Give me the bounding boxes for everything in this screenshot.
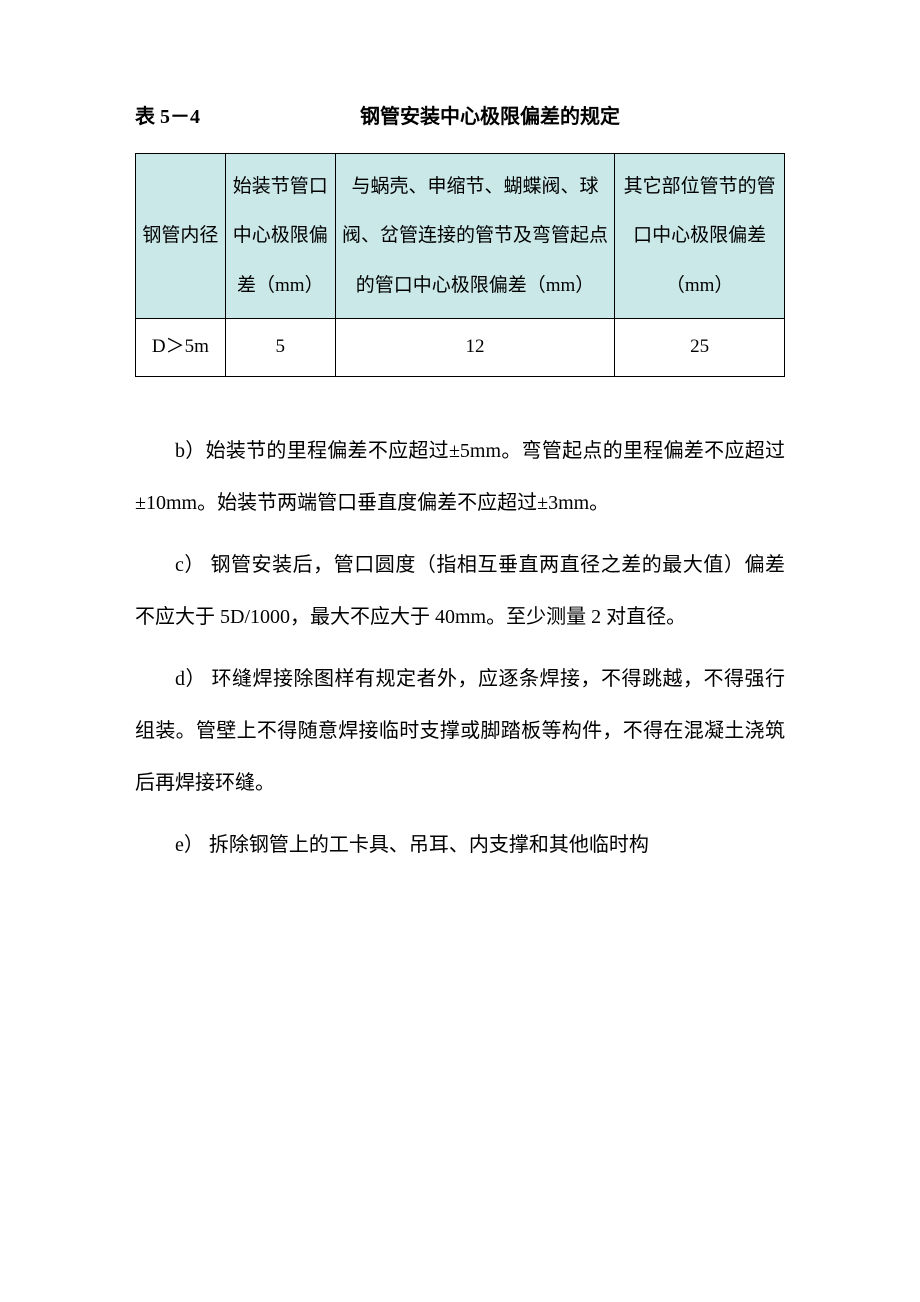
- table-heading: 表 5－4 钢管安装中心极限偏差的规定: [135, 100, 785, 129]
- cell-0-3: 25: [615, 319, 785, 377]
- cell-0-1: 5: [225, 319, 335, 377]
- table-row: D＞5m 5 12 25: [136, 319, 785, 377]
- paragraph-e: e） 拆除钢管上的工卡具、吊耳、内支撑和其他临时构: [135, 819, 785, 871]
- col-header-4: 其它部位管节的管口中心极限偏差（mm）: [615, 154, 785, 319]
- table-number: 表 5－4: [135, 100, 200, 129]
- cell-0-2: 12: [335, 319, 614, 377]
- deviation-table: 钢管内径 始装节管口中心极限偏差（mm） 与蜗壳、申缩节、蝴蝶阀、球阀、岔管连接…: [135, 153, 785, 377]
- paragraph-b: b）始装节的里程偏差不应超过±5mm。弯管起点的里程偏差不应超过±10mm。始装…: [135, 425, 785, 529]
- paragraph-d: d） 环缝焊接除图样有规定者外，应逐条焊接，不得跳越，不得强行组装。管壁上不得随…: [135, 653, 785, 809]
- cell-0-0: D＞5m: [136, 319, 226, 377]
- col-header-1: 钢管内径: [136, 154, 226, 319]
- table-header-row: 钢管内径 始装节管口中心极限偏差（mm） 与蜗壳、申缩节、蝴蝶阀、球阀、岔管连接…: [136, 154, 785, 319]
- paragraph-c: c） 钢管安装后，管口圆度（指相互垂直两直径之差的最大值）偏差不应大于 5D/1…: [135, 539, 785, 643]
- table-title: 钢管安装中心极限偏差的规定: [360, 100, 620, 129]
- col-header-3: 与蜗壳、申缩节、蝴蝶阀、球阀、岔管连接的管节及弯管起点的管口中心极限偏差（mm）: [335, 154, 614, 319]
- col-header-2: 始装节管口中心极限偏差（mm）: [225, 154, 335, 319]
